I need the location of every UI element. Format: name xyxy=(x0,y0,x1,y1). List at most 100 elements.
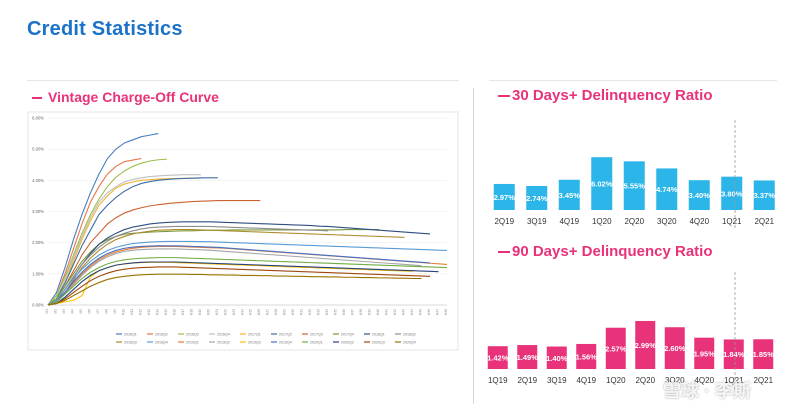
title-dash-icon xyxy=(498,95,510,98)
vintage-series-line xyxy=(47,177,218,306)
dq90-data-label: 2.60% xyxy=(664,344,686,353)
vintage-x-tick: M47 xyxy=(436,309,440,315)
vintage-x-tick: M25 xyxy=(249,309,253,315)
dq90-category-label: 2Q19 xyxy=(517,376,537,385)
vintage-x-tick: M23 xyxy=(232,309,236,315)
vintage-series-line xyxy=(47,221,431,306)
dq90-data-label: 1.49% xyxy=(517,353,539,362)
vintage-series-line xyxy=(47,229,405,306)
vintage-x-tick: M29 xyxy=(283,309,287,315)
vintage-x-tick: M44 xyxy=(410,309,414,315)
vintage-x-tick: M2 xyxy=(53,309,57,314)
vintage-legend-label: 2018Q4 xyxy=(155,340,168,344)
vintage-series-line xyxy=(47,257,448,306)
dq30-category-label: 1Q20 xyxy=(592,217,612,226)
dq90-data-label: 1.84% xyxy=(723,350,745,359)
vintage-x-tick: M17 xyxy=(181,309,185,315)
dq90-data-label: 2.57% xyxy=(605,344,627,353)
vintage-series-line xyxy=(47,273,422,306)
vintage-x-tick: M5 xyxy=(79,309,83,314)
vintage-x-tick: M10 xyxy=(121,309,125,315)
vintage-x-tick: M24 xyxy=(240,309,244,315)
dq90-category-label: 1Q21 xyxy=(724,376,744,385)
section-rule-left xyxy=(27,80,459,81)
vintage-series-line xyxy=(47,158,167,306)
vintage-chart-title: Vintage Charge-Off Curve xyxy=(32,89,219,105)
vintage-x-tick: M27 xyxy=(266,309,270,315)
dq90-bar xyxy=(487,346,508,369)
vintage-x-tick: M12 xyxy=(138,309,142,315)
dq30-data-label: 3.40% xyxy=(689,191,711,200)
vintage-legend-label: 2019Q3 xyxy=(248,340,261,344)
dq30-data-label: 6.02% xyxy=(591,180,613,189)
dq90-bar xyxy=(753,339,774,369)
vintage-y-tick: 5.00% xyxy=(32,147,44,152)
vintage-x-tick: M40 xyxy=(376,309,380,315)
dq30-category-label: 2Q20 xyxy=(624,217,644,226)
vintage-x-tick: M18 xyxy=(189,309,193,315)
dq30-bar xyxy=(493,183,515,210)
dq30-chart-title: 30 Days+ Delinquency Ratio xyxy=(498,87,713,104)
dq90-data-label: 2.99% xyxy=(635,341,657,350)
vintage-y-tick: 4.00% xyxy=(32,178,44,183)
dq30-bar xyxy=(591,157,613,210)
dq30-bar xyxy=(623,161,645,210)
vintage-x-tick: M3 xyxy=(62,309,66,314)
vintage-x-tick: M36 xyxy=(342,309,346,315)
vintage-series-line xyxy=(47,225,329,306)
vintage-series-line xyxy=(47,248,422,306)
vintage-series-line xyxy=(47,157,142,306)
dq30-data-label: 3.80% xyxy=(721,189,743,198)
dq90-category-label: 3Q19 xyxy=(547,376,567,385)
dq90-bar xyxy=(694,337,715,369)
dq90-category-label: 3Q20 xyxy=(665,376,685,385)
vintage-legend-label: 2016Q3 xyxy=(186,332,199,336)
vintage-x-tick: M19 xyxy=(198,309,202,315)
page-title: Credit Statistics xyxy=(27,18,183,40)
vintage-series-line xyxy=(47,133,159,306)
vintage-x-tick: M21 xyxy=(215,309,219,315)
dq30-category-label: 3Q19 xyxy=(527,217,547,226)
dq30-bar xyxy=(688,180,710,210)
dq90-category-label: 1Q20 xyxy=(606,376,626,385)
vintage-x-tick: M15 xyxy=(164,309,168,315)
vintage-legend-label: 2017Q4 xyxy=(341,332,354,336)
dq30-data-label: 5.55% xyxy=(624,182,646,191)
vintage-series-line xyxy=(47,266,431,306)
vintage-legend-label: 2018Q2 xyxy=(403,332,416,336)
vintage-legend-label: 2018Q1 xyxy=(372,332,385,336)
vintage-series-line xyxy=(47,245,431,306)
vintage-legend-label: 2016Q2 xyxy=(155,332,168,336)
dq90-bar xyxy=(576,343,597,369)
title-dash-icon xyxy=(32,97,42,100)
vintage-x-tick: M14 xyxy=(155,309,159,315)
vintage-series-line xyxy=(47,200,261,306)
vintage-x-tick: M43 xyxy=(402,309,406,315)
section-rule-right xyxy=(489,80,777,81)
vintage-x-tick: M31 xyxy=(300,309,304,315)
vintage-x-tick: M45 xyxy=(419,309,423,315)
vintage-title-text: Vintage Charge-Off Curve xyxy=(48,89,219,105)
dq30-bar xyxy=(558,179,580,210)
panel-divider xyxy=(473,88,474,404)
vintage-x-tick: M30 xyxy=(291,309,295,315)
dq90-data-label: 1.85% xyxy=(753,350,775,359)
dq30-title-text: 30 Days+ Delinquency Ratio xyxy=(512,87,713,104)
vintage-x-tick: M22 xyxy=(223,309,227,315)
vintage-series-line xyxy=(47,240,448,306)
vintage-y-tick: 6.00% xyxy=(32,116,44,121)
vintage-legend-label: 2017Q3 xyxy=(310,332,323,336)
vintage-x-tick: M38 xyxy=(359,309,363,315)
dq90-category-label: 4Q20 xyxy=(694,376,714,385)
vintage-legend-label: 2018Q3 xyxy=(124,340,137,344)
vintage-x-tick: M48 xyxy=(444,309,448,315)
vintage-x-tick: M28 xyxy=(274,309,278,315)
dq30-category-label: 2Q19 xyxy=(494,217,514,226)
dq30-bar xyxy=(721,176,743,210)
vintage-y-tick: 1.00% xyxy=(32,271,44,276)
dq90-bar xyxy=(546,346,567,369)
vintage-x-tick: M42 xyxy=(393,309,397,315)
dq90-category-label: 1Q19 xyxy=(488,376,508,385)
dq90-bar xyxy=(605,327,626,369)
